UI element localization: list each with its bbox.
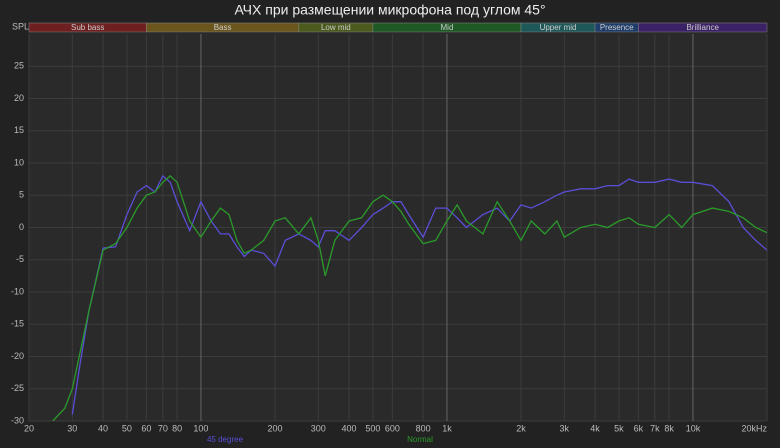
x-tick-label: 8k [664, 423, 674, 433]
legend-entry: Normal [407, 435, 433, 444]
band-label: Sub bass [71, 23, 104, 32]
series-line [71, 174, 767, 415]
x-tick-label: 2k [516, 423, 526, 433]
x-tick-label: 50 [122, 423, 132, 433]
y-tick-label: 10 [14, 157, 24, 167]
y-axis-label: SPL [12, 21, 29, 31]
x-tick-label: 10k [686, 423, 701, 433]
x-tick-label: 30 [67, 423, 77, 433]
legend-entry: 45 degree [207, 435, 244, 444]
y-tick-label: -10 [11, 286, 24, 296]
band-label: Brilliance [686, 23, 719, 32]
x-tick-label: 200 [267, 423, 282, 433]
y-tick-label: -20 [11, 351, 24, 361]
x-tick-label: 600 [385, 423, 400, 433]
x-tick-label: 20 [24, 423, 34, 433]
y-tick-label: 0 [19, 222, 24, 232]
y-tick-label: 15 [14, 125, 24, 135]
x-tick-label: 7k [650, 423, 660, 433]
band-label: Upper mid [540, 23, 577, 32]
x-tick-label: 6k [634, 423, 644, 433]
y-tick-label: 20 [14, 93, 24, 103]
x-tick-label: 20kHz [741, 423, 767, 433]
band-label: Mid [441, 23, 454, 32]
x-tick-label: 70 [158, 423, 168, 433]
band-label: Presence [600, 23, 634, 32]
x-tick-label: 800 [416, 423, 431, 433]
x-tick-label: 4k [590, 423, 600, 433]
y-tick-label: -25 [11, 383, 24, 393]
chart-title: АЧХ при размещении микрофона под углом 4… [234, 2, 545, 18]
x-tick-label: 3k [560, 423, 570, 433]
y-tick-label: 5 [19, 190, 24, 200]
band-label: Low mid [321, 23, 351, 32]
band-label: Bass [214, 23, 232, 32]
series-line [52, 175, 767, 421]
x-tick-label: 300 [311, 423, 326, 433]
x-tick-label: 60 [141, 423, 151, 433]
x-tick-label: 5k [614, 423, 624, 433]
y-tick-label: 25 [14, 61, 24, 71]
x-tick-label: 40 [98, 423, 108, 433]
x-tick-label: 100 [193, 423, 208, 433]
y-tick-label: -15 [11, 319, 24, 329]
y-tick-label: -30 [11, 415, 24, 425]
x-tick-label: 400 [342, 423, 357, 433]
x-tick-label: 80 [172, 423, 182, 433]
band [638, 22, 768, 33]
x-tick-label: 1k [442, 423, 452, 433]
y-tick-label: -5 [16, 254, 24, 264]
x-tick-label: 500 [365, 423, 380, 433]
